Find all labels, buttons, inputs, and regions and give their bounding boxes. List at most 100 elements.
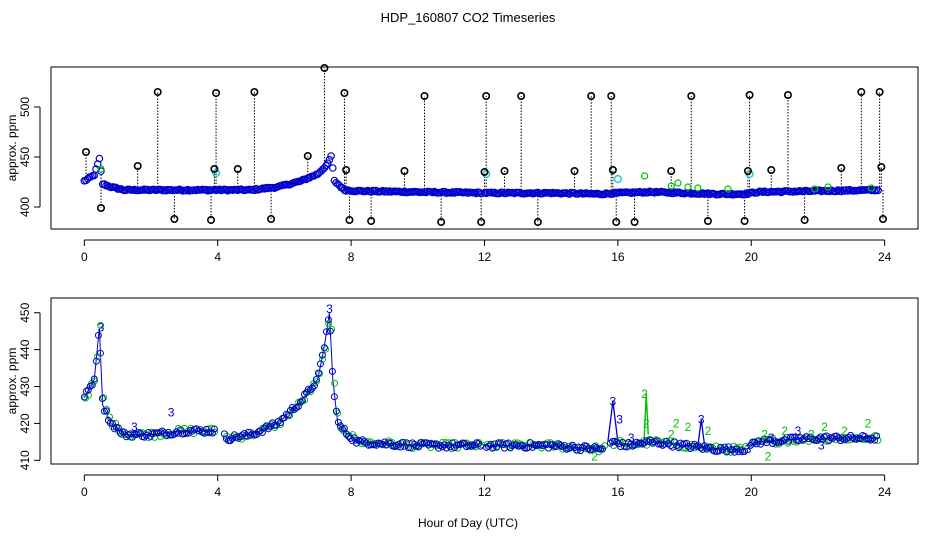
bottom-point xyxy=(294,403,302,410)
top-plot-frame xyxy=(50,66,919,230)
bottom-point xyxy=(192,425,200,433)
bottom-point xyxy=(258,429,266,436)
bottom-point xyxy=(116,429,124,437)
bottom-point xyxy=(539,442,546,450)
top-point xyxy=(325,155,334,164)
top-point-green xyxy=(724,185,732,193)
bottom-point xyxy=(699,445,707,453)
top-x-tick-label: 24 xyxy=(878,250,892,264)
bottom-flag-3-label: 3 xyxy=(326,302,333,316)
top-x-tick-label: 12 xyxy=(478,250,492,264)
bottom-point xyxy=(357,437,364,445)
bottom-y-tick-label: 430 xyxy=(18,376,32,396)
top-point-green xyxy=(674,179,682,187)
bottom-x-axis: 0 4 8 12 16 20 24 xyxy=(81,474,892,499)
bottom-point xyxy=(326,327,334,335)
top-point xyxy=(472,189,481,198)
bottom-point xyxy=(224,437,232,445)
bottom-point xyxy=(328,367,336,375)
bottom-point xyxy=(557,442,564,449)
top-plot-layer xyxy=(80,64,887,227)
bottom-point xyxy=(485,442,492,450)
bottom-point xyxy=(242,432,250,440)
top-spike-point xyxy=(170,215,179,224)
top-x-tick-label: 8 xyxy=(348,250,355,264)
bottom-x-tick-label: 24 xyxy=(878,485,892,499)
bottom-point xyxy=(399,438,406,446)
bottom-point-green xyxy=(601,442,609,450)
bottom-point xyxy=(775,438,783,446)
bottom-point xyxy=(84,386,92,394)
bottom-point xyxy=(102,407,110,415)
top-spike-point xyxy=(783,91,792,100)
top-spike-point xyxy=(477,218,486,227)
bottom-point xyxy=(475,440,482,448)
bottom-point xyxy=(787,433,795,441)
bottom-point xyxy=(525,443,532,451)
bottom-point xyxy=(741,447,749,455)
top-spike-point xyxy=(500,167,509,176)
bottom-flag-3-label: 3 xyxy=(131,420,138,434)
bottom-point xyxy=(657,440,665,448)
bottom-point xyxy=(691,440,699,448)
bottom-point xyxy=(445,441,452,449)
bottom-point xyxy=(715,447,723,455)
bottom-point xyxy=(625,438,633,446)
top-y-tick-label: 500 xyxy=(18,97,32,117)
top-spike-point xyxy=(667,167,676,176)
bottom-point-green xyxy=(334,409,342,417)
top-spike-point xyxy=(267,215,276,224)
top-point-green xyxy=(667,182,675,190)
bottom-flag-3-label: 3 xyxy=(610,394,617,408)
bottom-point xyxy=(861,432,869,440)
bottom-point xyxy=(342,430,350,438)
top-point xyxy=(327,152,335,160)
bottom-point xyxy=(260,424,268,432)
bottom-point xyxy=(437,442,444,449)
top-spike-point xyxy=(877,163,886,172)
bottom-y-axis: 410 420 430 440 450 xyxy=(18,302,41,470)
top-point-cyan xyxy=(211,168,221,178)
bottom-point xyxy=(405,444,412,452)
top-point xyxy=(328,164,337,172)
bottom-point xyxy=(210,425,218,433)
bottom-point xyxy=(785,437,793,445)
top-spike-point xyxy=(630,218,639,227)
bottom-point xyxy=(737,446,745,454)
top-x-tick-label: 0 xyxy=(81,250,88,264)
bottom-point xyxy=(306,386,314,394)
bottom-flag-3-label: 3 xyxy=(616,413,623,427)
bottom-flag-2-label: 2 xyxy=(841,424,848,438)
top-spike-point xyxy=(303,152,312,161)
bottom-point xyxy=(361,438,368,446)
top-spike-point xyxy=(480,168,489,177)
top-point-green xyxy=(694,184,702,192)
bottom-point xyxy=(232,433,240,441)
bottom-point xyxy=(88,381,96,389)
bottom-point xyxy=(527,439,534,447)
bottom-x-tick-label: 4 xyxy=(214,485,221,499)
bottom-point xyxy=(94,331,102,339)
top-spike-point xyxy=(612,218,621,227)
bottom-flag-2-label: 2 xyxy=(865,416,872,430)
top-point-green xyxy=(867,184,875,192)
bottom-point xyxy=(397,443,404,451)
bottom-point xyxy=(767,436,775,444)
bottom-flag-3-label: 3 xyxy=(168,405,175,419)
bottom-point xyxy=(90,375,98,383)
bottom-point xyxy=(318,351,326,359)
top-spike-point xyxy=(212,89,221,98)
bottom-point-green xyxy=(97,321,105,329)
bottom-point xyxy=(152,429,160,437)
bottom-point xyxy=(310,382,318,390)
bottom-flag-3-label: 3 xyxy=(698,413,705,427)
bottom-point xyxy=(238,431,246,439)
top-point xyxy=(97,167,105,175)
top-spike-point xyxy=(342,166,351,175)
bottom-point xyxy=(308,384,316,392)
top-spike-point xyxy=(687,92,696,101)
top-y-axis: 400 450 500 xyxy=(18,97,41,217)
bottom-point xyxy=(393,442,400,450)
bottom-point xyxy=(226,437,234,445)
